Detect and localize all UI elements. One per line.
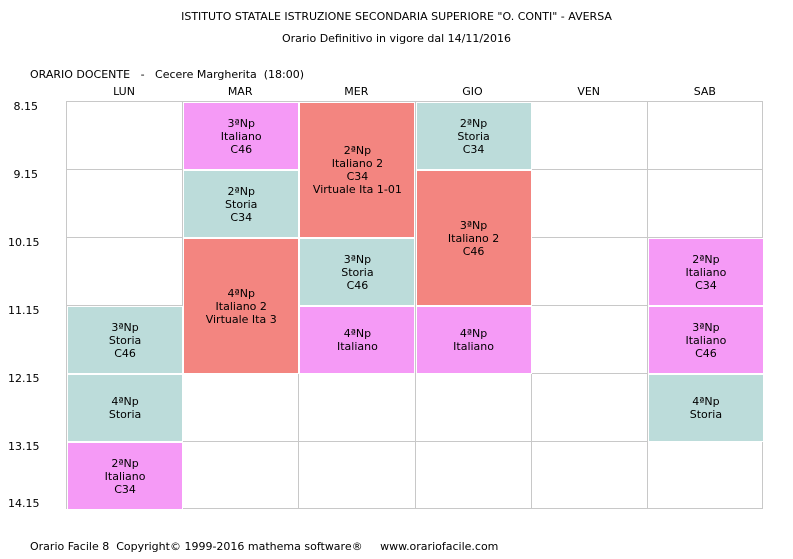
footer: Orario Facile 8 Copyright© 1999-2016 mat… bbox=[30, 540, 499, 553]
lesson-text: 4ªNp bbox=[227, 286, 255, 300]
lesson-text: Virtuale Ita 1-01 bbox=[312, 183, 402, 196]
lesson-text: 4ªNp bbox=[111, 395, 139, 408]
lesson-text: 3ªNp bbox=[111, 320, 139, 334]
lesson-block[interactable]: 4ªNp Storia bbox=[647, 374, 764, 442]
lesson-text: 4ªNp bbox=[692, 395, 720, 408]
lesson-text: C46 bbox=[346, 278, 369, 292]
lesson-text: 2ªNp bbox=[343, 144, 372, 157]
lesson-text: Storia bbox=[689, 408, 723, 421]
day-header-ven: VEN bbox=[577, 85, 601, 98]
lesson-text: C46 bbox=[695, 346, 717, 360]
lesson-text: 2ªNp bbox=[459, 116, 488, 130]
lesson-text: C46 bbox=[462, 244, 485, 258]
lesson-text: Italiano bbox=[104, 469, 146, 483]
lesson-text: Storia bbox=[457, 129, 490, 143]
lesson-text: Italiano bbox=[336, 340, 378, 353]
lesson-text: Storia bbox=[108, 408, 142, 421]
lesson-text: Storia bbox=[108, 333, 142, 347]
time-label: 8.15 bbox=[13, 100, 39, 113]
lesson-text: Italiano bbox=[685, 333, 727, 347]
time-label: 13.15 bbox=[8, 440, 40, 453]
lesson-block[interactable]: 4ªNp Italiano bbox=[299, 306, 416, 374]
lesson-text: 2ªNp bbox=[111, 456, 139, 470]
teacher-line: ORARIO DOCENTE - Cecere Margherita (18:0… bbox=[30, 68, 305, 81]
day-header-mar: MAR bbox=[227, 85, 253, 98]
lesson-text: Storia bbox=[225, 197, 258, 211]
lesson-text: 2ªNp bbox=[692, 252, 720, 266]
lesson-block[interactable]: 3ªNp Storia C46 bbox=[299, 238, 416, 306]
lesson-block[interactable]: 2ªNp Italiano C34 bbox=[67, 442, 184, 510]
day-header-sab: SAB bbox=[693, 85, 716, 98]
lesson-text: Italiano 2 bbox=[331, 157, 384, 170]
lesson-block[interactable]: 3ªNp Italiano C46 bbox=[183, 102, 300, 170]
lesson-block[interactable]: 3ªNp Italiano C46 bbox=[647, 306, 764, 374]
grid-hline bbox=[67, 441, 762, 442]
timetable-grid: 3ªNp Storia C46 4ªNp Storia 2ªNp Italiano C34 3ª… bbox=[66, 101, 764, 510]
schedule-subtitle: Orario Definitivo in vigore dal 14/11/20… bbox=[281, 32, 512, 45]
school-title: ISTITUTO STATALE ISTRUZIONE SECONDARIA S… bbox=[181, 10, 612, 23]
lesson-block[interactable]: 3ªNp Storia C46 bbox=[67, 306, 184, 374]
lesson-text: 3ªNp bbox=[227, 116, 255, 130]
lesson-text: C46 bbox=[114, 346, 136, 360]
day-header-mer: MER bbox=[344, 85, 369, 98]
lesson-text: C34 bbox=[346, 170, 369, 183]
time-label: 10.15 bbox=[8, 236, 40, 249]
lesson-block[interactable]: 2ªNp Storia C34 bbox=[183, 170, 300, 238]
lesson-text: Italiano 2 bbox=[447, 231, 500, 245]
lesson-block[interactable]: 2ªNp Storia C34 bbox=[415, 102, 532, 170]
lesson-text: 3ªNp bbox=[692, 320, 720, 334]
lesson-text: 4ªNp bbox=[343, 327, 372, 340]
time-label: 12.15 bbox=[8, 372, 40, 385]
lesson-text: C46 bbox=[230, 142, 253, 156]
lesson-text: C34 bbox=[462, 142, 485, 156]
lesson-text: Italiano bbox=[453, 340, 494, 353]
lesson-block[interactable]: 2ªNp Italiano 2 C34 Virtuale Ita 1-01 bbox=[299, 102, 416, 238]
lesson-block[interactable]: 4ªNp Italiano bbox=[415, 306, 532, 374]
lesson-text: Italiano 2 bbox=[215, 299, 267, 313]
lesson-text: C34 bbox=[114, 482, 136, 496]
lesson-text: C34 bbox=[695, 278, 717, 292]
lesson-text: 3ªNp bbox=[459, 218, 488, 232]
lesson-text: 2ªNp bbox=[227, 184, 255, 198]
lesson-text: Italiano bbox=[220, 129, 262, 143]
time-label: 11.15 bbox=[8, 304, 40, 317]
lesson-block[interactable]: 3ªNp Italiano 2 C46 bbox=[415, 170, 532, 306]
time-label: 9.15 bbox=[13, 168, 39, 181]
lesson-text: 4ªNp bbox=[459, 327, 488, 340]
lesson-text: Storia bbox=[341, 265, 374, 279]
lesson-text: Virtuale Ita 3 bbox=[205, 312, 277, 326]
lesson-text: 3ªNp bbox=[343, 252, 372, 266]
lesson-text: C34 bbox=[230, 210, 253, 224]
lesson-text: Italiano bbox=[685, 265, 727, 279]
day-header-gio: GIO bbox=[462, 85, 483, 98]
time-label: 14.15 bbox=[8, 497, 40, 510]
lesson-block[interactable]: 2ªNp Italiano C34 bbox=[647, 238, 764, 306]
lesson-block[interactable]: 4ªNp Italiano 2 Virtuale Ita 3 bbox=[183, 238, 300, 374]
day-header-lun: LUN bbox=[113, 85, 135, 98]
lesson-block[interactable]: 4ªNp Storia bbox=[67, 374, 184, 442]
